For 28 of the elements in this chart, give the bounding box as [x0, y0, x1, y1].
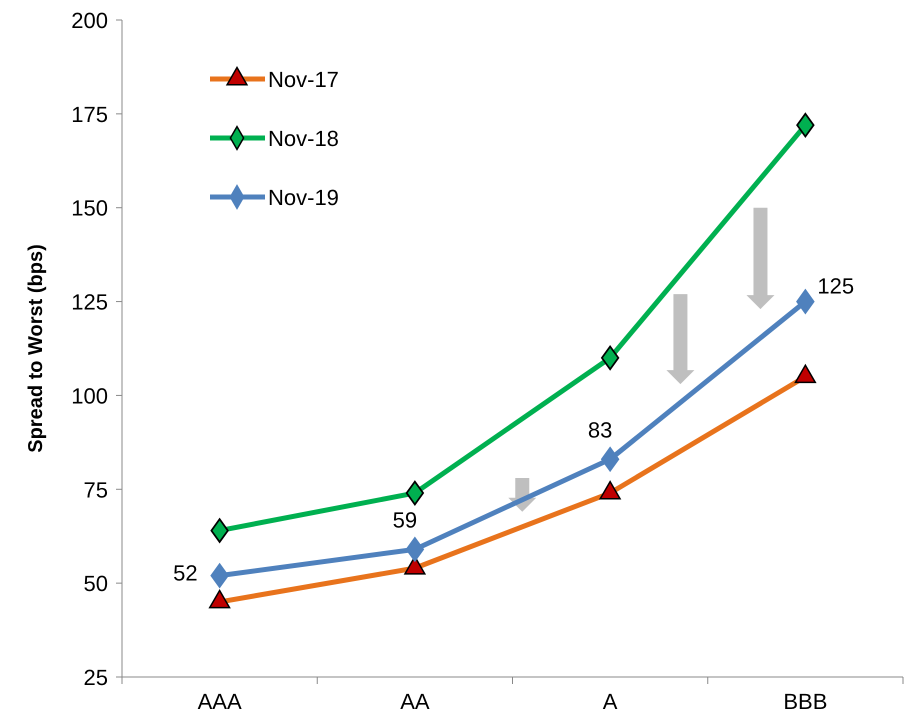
point: [796, 112, 814, 138]
y-tick-label: 75: [84, 477, 108, 502]
data-label: 125: [817, 274, 854, 299]
y-tick-label: 50: [84, 571, 108, 596]
y-tick-label: 200: [71, 8, 108, 33]
legend-label: Nov-19: [268, 185, 339, 210]
x-tick-label: BBB: [783, 689, 828, 714]
y-tick-label: 125: [71, 290, 108, 315]
y-tick-label: 175: [71, 102, 108, 127]
point: [796, 289, 814, 314]
x-tick-label: AA: [400, 689, 430, 714]
point: [406, 480, 424, 506]
y-axis-title: Spread to Worst (bps): [25, 244, 47, 453]
point: [601, 346, 620, 370]
y-tick-label: 150: [71, 196, 108, 221]
data-label: 83: [588, 417, 612, 442]
point: [406, 537, 424, 562]
point: [210, 518, 229, 543]
legend-label: Nov-18: [268, 126, 339, 151]
y-tick-label: 100: [71, 383, 108, 408]
point: [601, 447, 620, 472]
y-tick-label: 25: [84, 665, 108, 690]
legend-label: Nov-17: [268, 67, 339, 92]
point: [210, 563, 229, 588]
data-label: 59: [392, 507, 418, 532]
x-tick-label: A: [602, 689, 618, 714]
x-tick-label: AAA: [198, 689, 242, 714]
data-label: 52: [173, 560, 198, 586]
